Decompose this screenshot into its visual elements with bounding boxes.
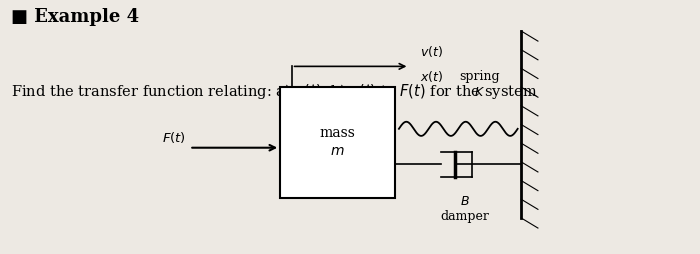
Text: $F(t)$: $F(t)$ <box>162 130 186 145</box>
Bar <box>280 87 395 198</box>
Text: $B$
damper: $B$ damper <box>441 195 490 223</box>
Text: ■ Example 4: ■ Example 4 <box>11 8 139 26</box>
Text: Find the transfer function relating: a) $x(t)$, b) $v(t)$ to $F(t)$ for the syst: Find the transfer function relating: a) … <box>11 82 538 101</box>
Text: spring
$K$: spring $K$ <box>459 70 500 99</box>
Text: mass
$m$: mass $m$ <box>320 126 356 158</box>
Text: $v(t)$: $v(t)$ <box>420 44 443 59</box>
Text: $x(t)$: $x(t)$ <box>420 69 443 84</box>
